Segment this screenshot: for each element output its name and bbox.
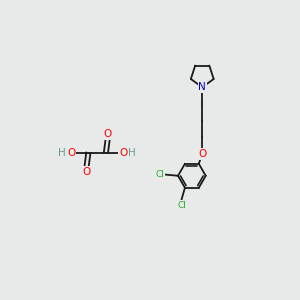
Text: O: O — [198, 149, 206, 159]
Text: O: O — [104, 129, 112, 139]
Text: Cl: Cl — [177, 201, 186, 210]
Text: O: O — [67, 148, 75, 158]
Text: H: H — [58, 148, 66, 158]
Text: O: O — [119, 148, 128, 158]
Text: N: N — [198, 82, 206, 92]
Text: O: O — [82, 167, 91, 177]
Text: Cl: Cl — [155, 170, 164, 179]
Text: H: H — [128, 148, 136, 158]
